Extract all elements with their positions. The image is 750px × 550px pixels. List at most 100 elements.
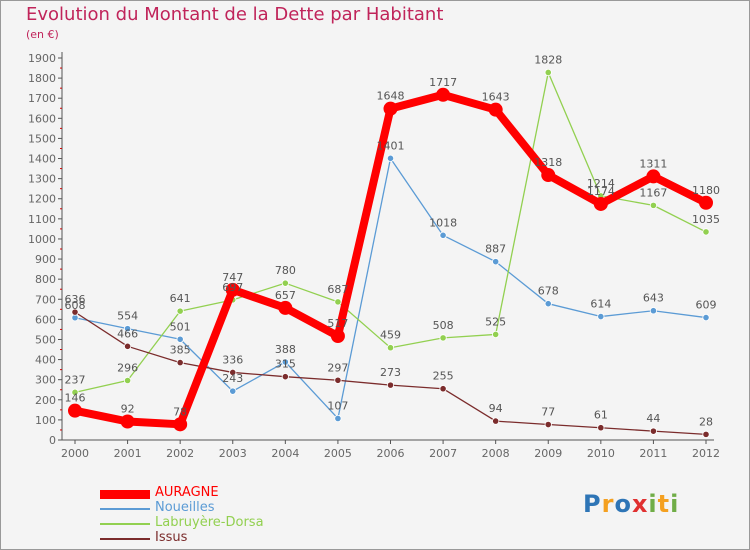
data-point (71, 308, 79, 316)
data-point (278, 300, 293, 315)
data-point (176, 307, 184, 315)
x-tick-label: 2005 (324, 447, 352, 460)
data-label: 1648 (377, 90, 405, 103)
data-label: 554 (117, 310, 138, 323)
y-tick-label: 600 (35, 313, 56, 326)
data-label: 608 (65, 299, 86, 312)
data-label: 657 (275, 289, 296, 302)
y-tick-label: 800 (35, 273, 56, 286)
data-point (386, 344, 395, 352)
y-tick-label: 1700 (28, 92, 56, 105)
y-tick-label: 500 (35, 333, 56, 346)
logo-letter: i (648, 490, 658, 518)
y-tick-label: 1300 (28, 173, 56, 186)
legend-label: Issus (155, 530, 188, 545)
data-point (649, 427, 658, 435)
data-point (544, 300, 552, 308)
data-point (541, 168, 556, 183)
legend-label: Labruyère-Dorsa (155, 515, 264, 530)
data-label: 643 (643, 292, 664, 305)
legend-label: AURAGNE (155, 485, 219, 500)
y-tick-label: 700 (35, 293, 56, 306)
data-point (176, 358, 184, 367)
y-tick-label: 1100 (28, 213, 56, 226)
logo-letter: P (583, 490, 602, 518)
x-tick-label: 2008 (482, 447, 510, 460)
data-point (71, 388, 79, 396)
y-tick-label: 400 (35, 354, 56, 367)
y-tick-label: 1400 (28, 153, 56, 166)
data-point (68, 403, 82, 418)
data-label: 466 (117, 327, 138, 340)
data-label: 237 (65, 373, 86, 386)
data-label: 508 (433, 319, 454, 332)
data-label: 636 (65, 293, 86, 306)
data-point (439, 231, 447, 239)
data-point (649, 307, 658, 315)
data-label: 614 (590, 298, 611, 311)
y-tick-label: 1900 (28, 52, 56, 65)
data-label: 273 (380, 366, 401, 379)
y-tick-label: 1800 (28, 72, 56, 85)
data-point (229, 368, 237, 377)
data-label: 92 (121, 403, 135, 416)
data-label: 678 (538, 285, 559, 298)
legend-swatch (100, 489, 150, 499)
data-label: 459 (380, 329, 401, 342)
data-label: 687 (327, 283, 348, 296)
y-tick-label: 300 (35, 374, 56, 387)
data-point (123, 376, 132, 385)
data-label: 243 (222, 372, 243, 385)
data-point (702, 313, 710, 322)
y-tick-label: 1500 (28, 132, 56, 145)
data-point (544, 68, 552, 77)
data-point (492, 330, 500, 339)
y-tick-label: 1600 (28, 112, 56, 125)
x-tick-label: 2004 (271, 447, 299, 460)
data-point (492, 258, 500, 266)
data-point (649, 201, 658, 209)
data-label: 1643 (482, 91, 510, 104)
data-point (173, 417, 188, 432)
data-point (334, 414, 342, 423)
data-label: 146 (65, 392, 86, 405)
data-label: 697 (222, 281, 243, 294)
data-label: 1180 (692, 184, 720, 197)
y-tick-label: 200 (35, 394, 56, 407)
y-tick-label: 100 (35, 414, 56, 427)
data-point (281, 358, 289, 366)
logo-letter: x (631, 490, 649, 518)
x-tick-label: 2002 (166, 447, 194, 460)
data-label: 641 (170, 292, 191, 305)
data-point (597, 424, 605, 432)
data-label: 1828 (534, 53, 562, 66)
data-point (593, 196, 608, 211)
data-label: 61 (594, 409, 608, 422)
chart-title: Evolution du Montant de la Dette par Hab… (26, 4, 444, 25)
data-point (646, 169, 661, 184)
y-tick-label: 900 (35, 253, 56, 266)
data-point (383, 101, 398, 116)
data-point (120, 414, 135, 429)
data-label: 315 (275, 358, 296, 371)
data-point (702, 430, 710, 438)
data-label: 1311 (639, 157, 667, 170)
data-point (492, 417, 500, 425)
legend-swatch (100, 537, 150, 540)
data-label: 525 (485, 315, 506, 328)
y-tick-label: 1000 (28, 233, 56, 246)
data-label: 1167 (639, 186, 667, 199)
data-label: 255 (433, 370, 454, 383)
data-label: 1717 (429, 76, 457, 89)
x-tick-label: 2003 (219, 447, 247, 460)
data-point (439, 334, 447, 342)
data-point (281, 373, 289, 381)
x-tick-label: 2010 (587, 447, 615, 460)
data-point (386, 381, 395, 389)
x-tick-label: 2009 (534, 447, 562, 460)
x-tick-label: 2007 (429, 447, 457, 460)
data-label: 887 (485, 243, 506, 256)
data-point (699, 195, 713, 210)
